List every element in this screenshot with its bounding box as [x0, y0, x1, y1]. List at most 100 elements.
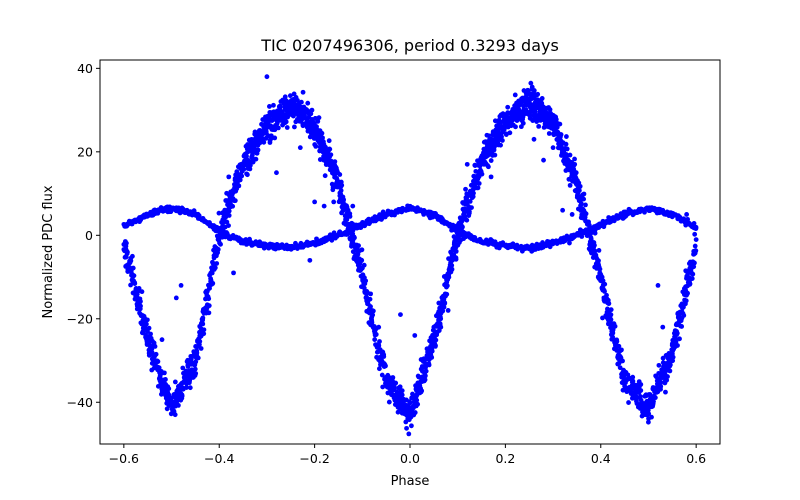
data-point — [287, 93, 293, 99]
data-point — [564, 146, 570, 152]
data-point — [683, 298, 689, 304]
data-point — [693, 224, 699, 230]
data-point — [419, 388, 425, 394]
data-point — [614, 339, 620, 344]
data-point — [321, 139, 326, 145]
data-point — [608, 317, 614, 322]
data-point — [184, 385, 189, 390]
outlier-point — [350, 203, 356, 209]
data-point — [130, 253, 135, 259]
data-point — [429, 355, 435, 360]
scatter-points — [121, 74, 699, 437]
data-point — [608, 312, 614, 318]
data-point — [399, 388, 405, 394]
data-point — [486, 164, 491, 170]
data-point — [339, 182, 345, 188]
data-point — [579, 234, 585, 239]
data-point — [596, 247, 602, 253]
data-point — [136, 286, 142, 291]
outlier-point — [464, 161, 470, 167]
data-point — [470, 194, 476, 200]
data-point — [638, 388, 644, 393]
data-point — [449, 266, 455, 272]
y-tick-label: −40 — [67, 395, 93, 410]
data-point — [221, 219, 226, 225]
data-point — [691, 264, 697, 270]
outlier-point — [307, 257, 313, 263]
data-point — [316, 115, 322, 121]
data-point — [381, 352, 387, 358]
data-point — [368, 304, 373, 309]
data-point — [469, 205, 474, 210]
data-point — [373, 332, 379, 337]
outlier-point — [684, 212, 690, 217]
data-point — [139, 289, 145, 295]
data-point — [422, 373, 428, 379]
data-point — [356, 243, 361, 249]
data-point — [155, 383, 161, 389]
data-point — [237, 177, 243, 183]
data-point — [187, 385, 193, 391]
y-tick-label: −20 — [67, 311, 93, 326]
data-point — [667, 362, 673, 368]
data-point — [667, 368, 673, 374]
data-point — [397, 384, 403, 390]
data-point — [226, 213, 232, 218]
data-point — [564, 134, 569, 139]
data-point — [300, 89, 306, 95]
data-point — [363, 278, 369, 284]
outlier-point — [431, 324, 437, 330]
data-point — [563, 141, 569, 147]
outlier-point — [560, 207, 566, 213]
data-point — [368, 291, 374, 297]
data-point — [244, 153, 249, 159]
data-point — [218, 241, 223, 247]
data-point — [172, 412, 178, 418]
data-point — [547, 107, 553, 112]
data-point — [156, 365, 162, 371]
data-point — [693, 248, 699, 254]
data-point — [268, 133, 274, 139]
data-point — [438, 316, 444, 322]
data-point — [499, 134, 504, 140]
data-point — [692, 243, 698, 249]
data-point — [247, 166, 253, 172]
data-point — [475, 185, 481, 191]
data-point — [546, 131, 552, 136]
data-point — [249, 136, 255, 142]
data-point — [453, 256, 459, 262]
outlier-point — [159, 337, 165, 343]
data-point — [367, 296, 373, 302]
data-point — [539, 96, 545, 101]
data-point — [553, 117, 559, 122]
outlier-point — [569, 212, 575, 217]
data-point — [433, 343, 438, 348]
data-point — [144, 317, 150, 323]
data-point — [453, 248, 459, 254]
data-point — [423, 368, 429, 374]
data-point — [501, 127, 507, 132]
data-point — [576, 188, 582, 193]
data-point — [370, 312, 376, 318]
data-point — [610, 334, 616, 340]
data-point — [337, 172, 343, 177]
data-point — [359, 247, 365, 253]
data-point — [308, 111, 314, 117]
data-point — [596, 258, 601, 264]
data-point — [520, 120, 526, 126]
data-point — [385, 390, 391, 396]
data-point — [664, 377, 670, 383]
data-point — [588, 235, 594, 241]
x-tick-label: −0.4 — [204, 451, 234, 466]
data-point — [302, 113, 307, 118]
data-point — [572, 161, 578, 167]
data-point — [210, 280, 216, 286]
data-point — [507, 130, 513, 136]
data-point — [476, 181, 482, 186]
data-point — [492, 118, 498, 124]
data-point — [691, 221, 697, 226]
data-point — [581, 196, 587, 202]
data-point — [557, 121, 563, 127]
data-point — [409, 423, 414, 429]
